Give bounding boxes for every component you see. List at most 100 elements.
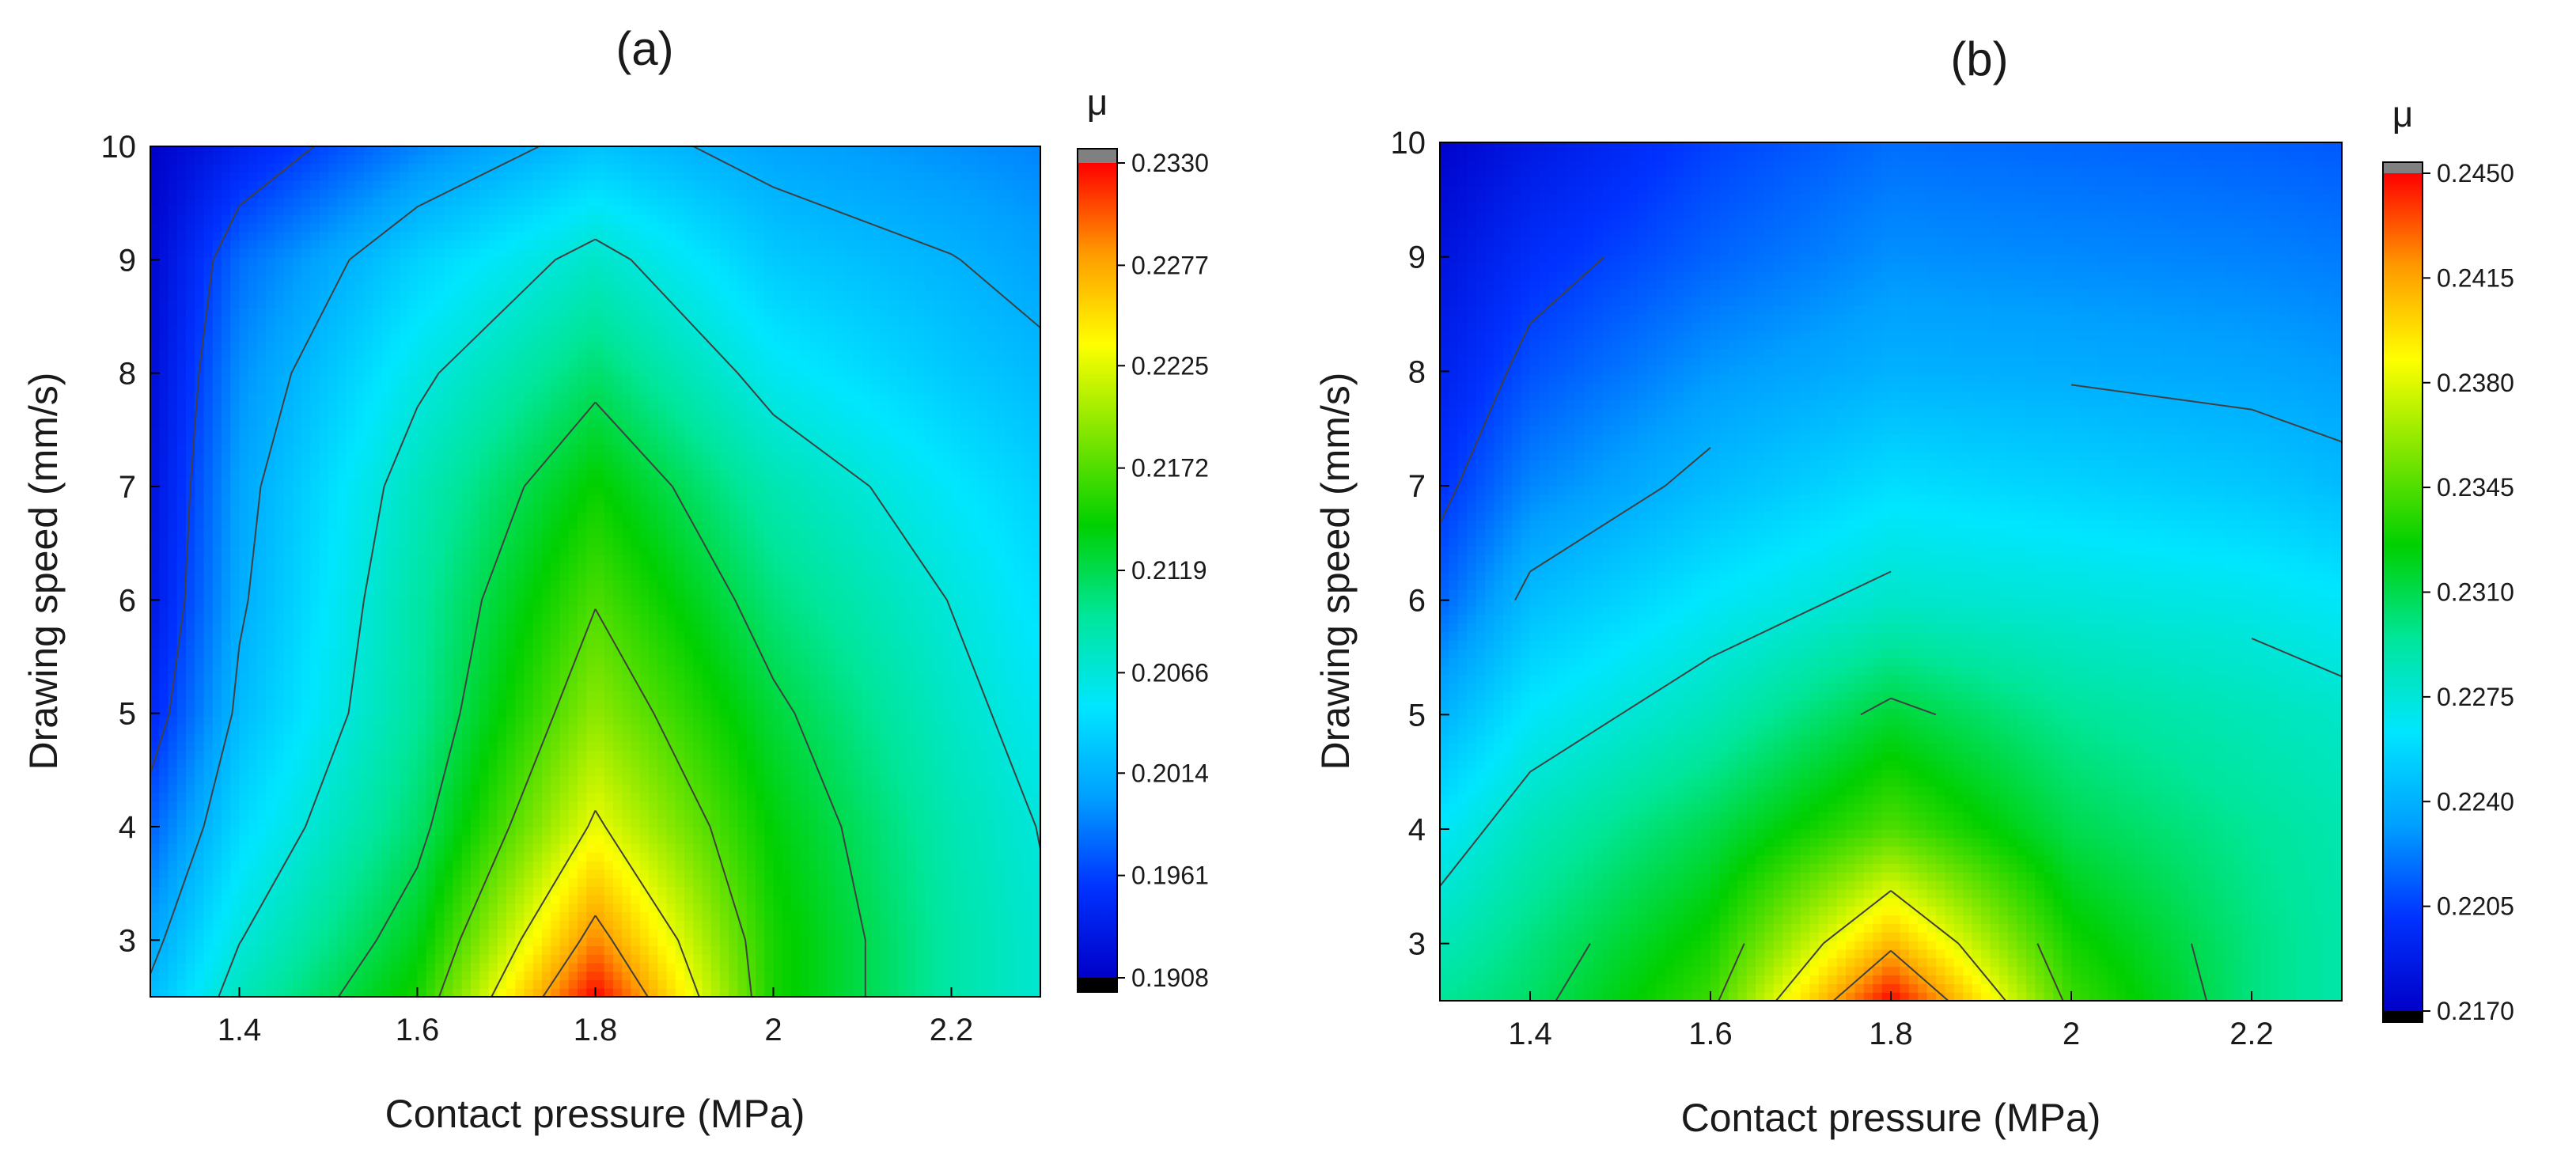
heatmap-cell <box>862 673 872 683</box>
heatmap-cell <box>764 741 775 751</box>
heatmap-cell <box>390 835 400 845</box>
heatmap-cell <box>453 861 463 870</box>
heatmap-cell <box>239 741 249 751</box>
heatmap-cell <box>310 827 320 836</box>
heatmap-cell <box>568 954 578 964</box>
heatmap-cell <box>195 937 205 947</box>
heatmap-cell <box>506 835 516 845</box>
heatmap-cell <box>924 589 934 598</box>
heatmap-cell <box>675 589 685 598</box>
heatmap-cell <box>649 725 658 734</box>
heatmap-cell <box>239 843 249 853</box>
heatmap-cell <box>710 589 721 598</box>
heatmap-cell <box>595 979 605 989</box>
heatmap-cell <box>844 733 854 743</box>
heatmap-cell <box>444 861 454 870</box>
heatmap-cell <box>649 929 658 938</box>
heatmap-cell <box>631 827 641 836</box>
heatmap-cell <box>364 861 373 870</box>
heatmap-cell <box>266 784 276 793</box>
heatmap-cell <box>791 623 801 632</box>
heatmap-cell <box>978 801 988 811</box>
heatmap-cell <box>186 623 195 632</box>
heatmap-cell <box>506 741 516 751</box>
heatmap-cell <box>328 827 338 836</box>
heatmap-cell <box>203 571 214 581</box>
heatmap-cell <box>301 937 312 947</box>
heatmap-cell <box>915 596 926 607</box>
heatmap-cell <box>622 657 632 666</box>
heatmap-cell <box>987 741 997 751</box>
heatmap-cell <box>408 954 419 964</box>
heatmap-cell <box>809 639 819 649</box>
heatmap-cell <box>871 979 881 989</box>
heatmap-cell <box>283 571 294 581</box>
heatmap-cell <box>159 861 169 870</box>
heatmap-cell <box>586 673 597 683</box>
heatmap-cell <box>471 827 480 836</box>
heatmap-cell <box>720 793 729 802</box>
heatmap-cell <box>666 648 676 657</box>
heatmap-cell <box>924 648 934 657</box>
heatmap-cell <box>1013 596 1024 607</box>
heatmap-cell <box>248 818 258 827</box>
heatmap-cell <box>168 827 178 836</box>
heatmap-cell <box>471 596 480 607</box>
heatmap-cell <box>951 657 961 666</box>
heatmap-cell <box>524 979 534 989</box>
heatmap-cell <box>186 580 195 589</box>
heatmap-cell <box>1005 657 1014 666</box>
heatmap-cell <box>417 691 427 700</box>
heatmap-cell <box>203 631 214 641</box>
heatmap-cell <box>817 707 828 717</box>
heatmap-cell <box>657 861 668 870</box>
heatmap-cell <box>880 784 890 793</box>
heatmap-cell <box>817 886 828 896</box>
heatmap-cell <box>756 657 765 666</box>
heatmap-cell <box>951 589 961 598</box>
heatmap-cell <box>934 623 943 632</box>
heatmap-cell <box>381 869 392 879</box>
heatmap-cell <box>800 775 810 785</box>
heatmap-cell <box>817 963 828 972</box>
heatmap-cell <box>578 920 587 930</box>
heatmap-cell <box>354 793 365 802</box>
heatmap-cell <box>729 929 739 938</box>
heatmap-cell <box>773 580 783 589</box>
heatmap-cell <box>471 665 480 675</box>
heatmap-cell <box>862 945 872 955</box>
heatmap-cell <box>675 979 685 989</box>
heatmap-cell <box>1005 911 1014 921</box>
heatmap-cell <box>639 861 650 870</box>
heatmap-cell <box>212 920 222 930</box>
heatmap-cell <box>400 580 409 589</box>
heatmap-cell <box>257 682 267 691</box>
heatmap-cell <box>176 759 187 768</box>
heatmap-cell <box>871 596 881 607</box>
heatmap-cell <box>195 707 205 717</box>
heatmap-cell <box>471 741 480 751</box>
heatmap-cell <box>853 682 863 691</box>
heatmap-cell <box>515 784 525 793</box>
heatmap-cell <box>978 886 988 896</box>
heatmap-cell <box>773 665 783 675</box>
heatmap-cell <box>675 571 685 581</box>
heatmap-cell <box>729 945 739 955</box>
heatmap-cell <box>995 793 1006 802</box>
heatmap-cell <box>764 920 775 930</box>
heatmap-cell <box>1013 716 1024 725</box>
heatmap-cell <box>426 895 436 904</box>
heatmap-cell <box>293 631 302 641</box>
heatmap-cell <box>649 623 658 632</box>
heatmap-cell <box>675 793 685 802</box>
heatmap-cell <box>524 895 534 904</box>
heatmap-cell <box>764 971 775 981</box>
heatmap-cell <box>435 571 445 581</box>
heatmap-cell <box>186 903 195 913</box>
heatmap-cell <box>809 673 819 683</box>
heatmap-cell <box>1022 775 1032 785</box>
heatmap-cell <box>1031 988 1040 997</box>
heatmap-cell <box>960 954 970 964</box>
heatmap-cell <box>568 716 578 725</box>
heatmap-cell <box>248 648 258 657</box>
